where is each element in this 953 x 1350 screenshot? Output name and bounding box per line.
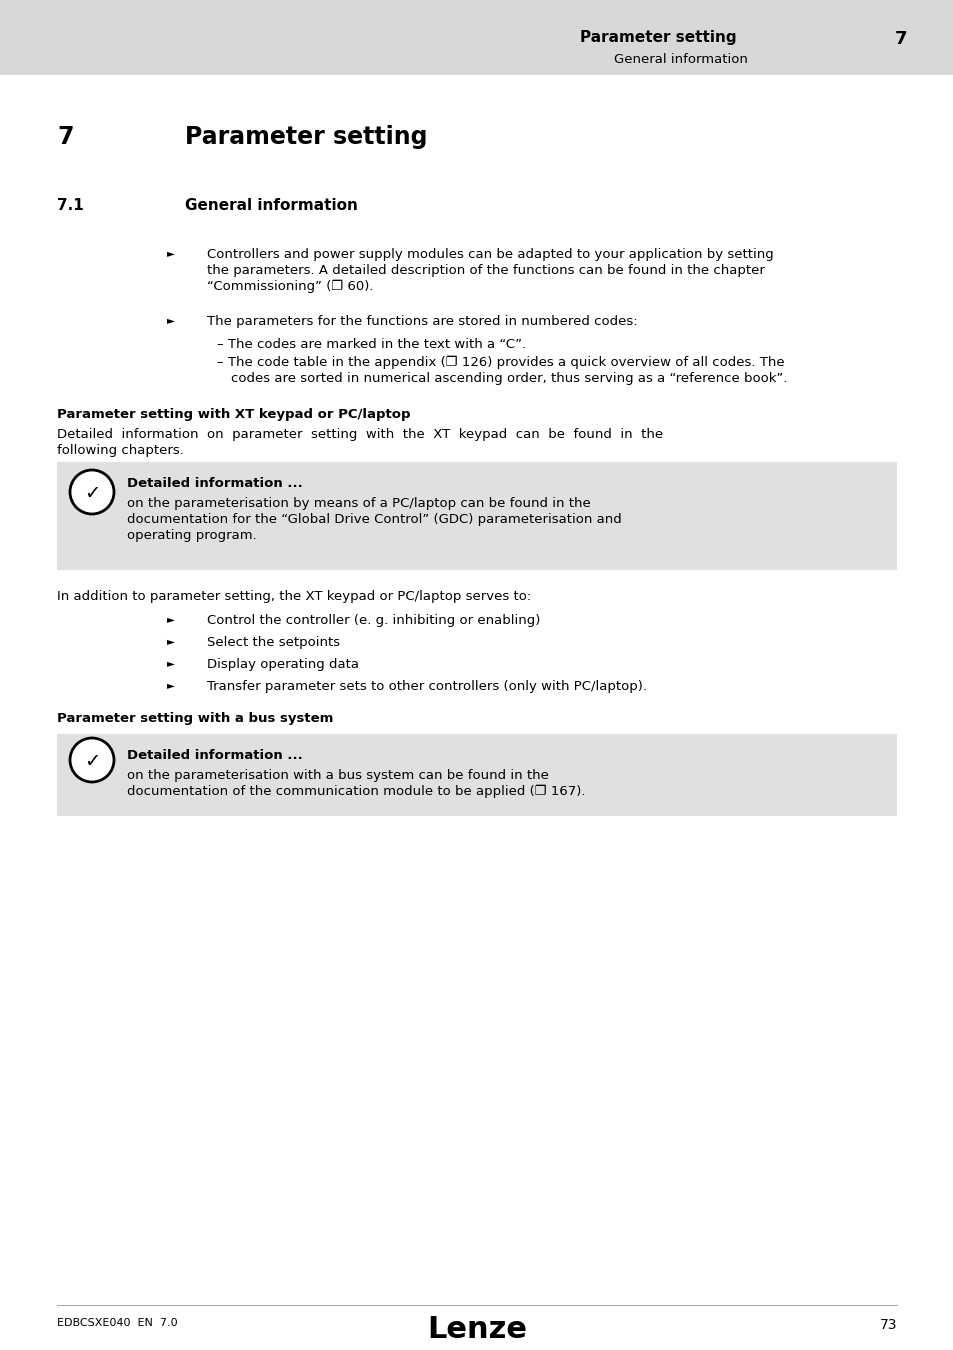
Text: on the parameterisation by means of a PC/laptop can be found in the: on the parameterisation by means of a PC…	[127, 497, 590, 510]
Text: Lenze: Lenze	[427, 1315, 526, 1345]
Text: Parameter setting with a bus system: Parameter setting with a bus system	[57, 711, 333, 725]
Text: ►: ►	[167, 315, 174, 325]
Text: 7: 7	[57, 126, 73, 148]
Bar	[0, 0, 953, 76]
Text: – The code table in the appendix (❐ 126) provides a quick overview of all codes.: – The code table in the appendix (❐ 126)…	[216, 356, 783, 370]
Text: documentation for the “Global Drive Control” (GDC) parameterisation and: documentation for the “Global Drive Cont…	[127, 513, 621, 526]
Text: Select the setpoints: Select the setpoints	[207, 636, 340, 649]
Text: ►: ►	[167, 636, 174, 647]
Text: ►: ►	[167, 248, 174, 258]
Text: ✓: ✓	[84, 485, 100, 504]
Text: In addition to parameter setting, the XT keypad or PC/laptop serves to:: In addition to parameter setting, the XT…	[57, 590, 531, 603]
Circle shape	[70, 470, 113, 514]
Text: Detailed information ...: Detailed information ...	[127, 749, 302, 761]
Text: Controllers and power supply modules can be adapted to your application by setti: Controllers and power supply modules can…	[207, 248, 773, 261]
Text: Parameter setting with XT keypad or PC/laptop: Parameter setting with XT keypad or PC/l…	[57, 408, 410, 421]
Text: following chapters.: following chapters.	[57, 444, 184, 458]
Text: ►: ►	[167, 680, 174, 690]
Text: EDBCSXE040  EN  7.0: EDBCSXE040 EN 7.0	[57, 1318, 177, 1328]
Text: Transfer parameter sets to other controllers (only with PC/laptop).: Transfer parameter sets to other control…	[207, 680, 646, 693]
Text: General information: General information	[614, 53, 747, 66]
Text: 73: 73	[879, 1318, 896, 1332]
Text: – The codes are marked in the text with a “C”.: – The codes are marked in the text with …	[216, 338, 526, 351]
Text: Display operating data: Display operating data	[207, 657, 358, 671]
Bar	[57, 734, 896, 815]
Text: Detailed  information  on  parameter  setting  with  the  XT  keypad  can  be  f: Detailed information on parameter settin…	[57, 428, 662, 441]
Text: the parameters. A detailed description of the functions can be found in the chap: the parameters. A detailed description o…	[207, 265, 764, 277]
Text: General information: General information	[185, 198, 357, 213]
Circle shape	[70, 738, 113, 782]
Text: The parameters for the functions are stored in numbered codes:: The parameters for the functions are sto…	[207, 315, 637, 328]
Text: documentation of the communication module to be applied (❐ 167).: documentation of the communication modul…	[127, 784, 585, 798]
Text: Control the controller (e. g. inhibiting or enabling): Control the controller (e. g. inhibiting…	[207, 614, 539, 626]
Text: Parameter setting: Parameter setting	[185, 126, 427, 148]
Text: ✓: ✓	[84, 752, 100, 771]
Text: on the parameterisation with a bus system can be found in the: on the parameterisation with a bus syste…	[127, 769, 548, 782]
Text: codes are sorted in numerical ascending order, thus serving as a “reference book: codes are sorted in numerical ascending …	[231, 373, 786, 385]
Text: ►: ►	[167, 614, 174, 624]
Text: 7: 7	[894, 30, 906, 49]
Text: operating program.: operating program.	[127, 529, 256, 541]
Bar	[57, 462, 896, 570]
Text: 7.1: 7.1	[57, 198, 84, 213]
Text: Detailed information ...: Detailed information ...	[127, 477, 302, 490]
Text: Parameter setting: Parameter setting	[579, 30, 736, 45]
Text: ►: ►	[167, 657, 174, 668]
Text: “Commissioning” (❐ 60).: “Commissioning” (❐ 60).	[207, 279, 374, 293]
